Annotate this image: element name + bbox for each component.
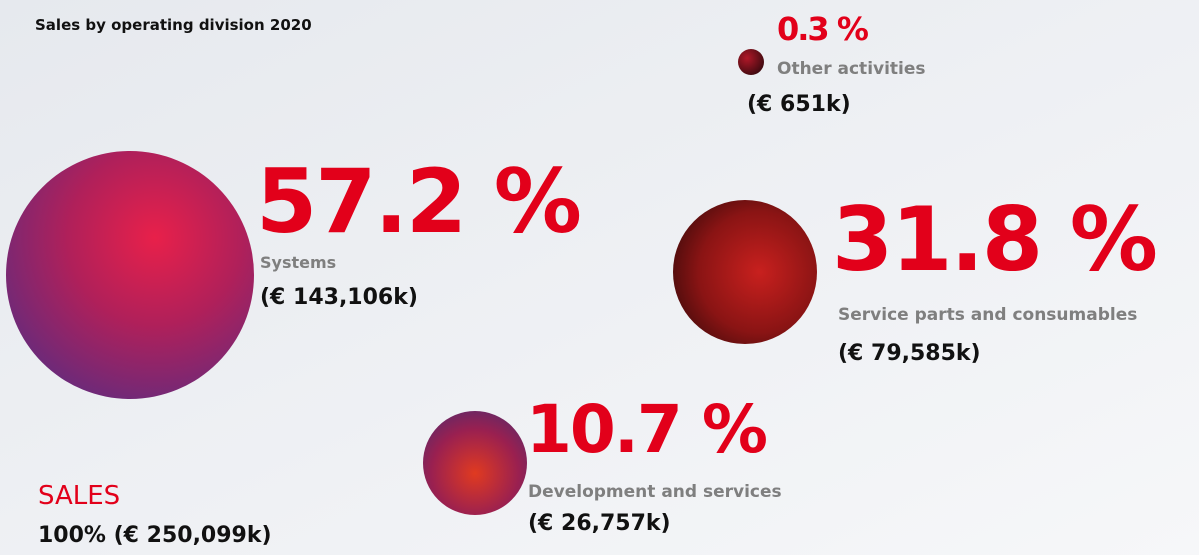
title: Sales by operating division 2020 — [35, 16, 312, 34]
bubble — [423, 411, 527, 515]
percent: 57.2 % — [256, 150, 580, 253]
total-value: 100% (€ 250,099k) — [38, 523, 272, 548]
total-label: SALES — [38, 481, 120, 511]
bubble — [6, 151, 254, 399]
division-name: Development and services — [528, 482, 782, 502]
percent: 0.3 % — [777, 10, 869, 48]
division-name: Other activities — [777, 59, 926, 79]
division-name: Systems — [260, 253, 336, 272]
percent: 31.8 % — [832, 188, 1156, 291]
amount: (€ 651k) — [747, 92, 851, 117]
bubble — [673, 200, 817, 344]
amount: (€ 79,585k) — [838, 341, 981, 366]
bubble — [738, 49, 764, 75]
percent: 10.7 % — [526, 391, 767, 468]
amount: (€ 143,106k) — [260, 285, 418, 310]
amount: (€ 26,757k) — [528, 511, 671, 536]
division-name: Service parts and consumables — [838, 305, 1137, 325]
